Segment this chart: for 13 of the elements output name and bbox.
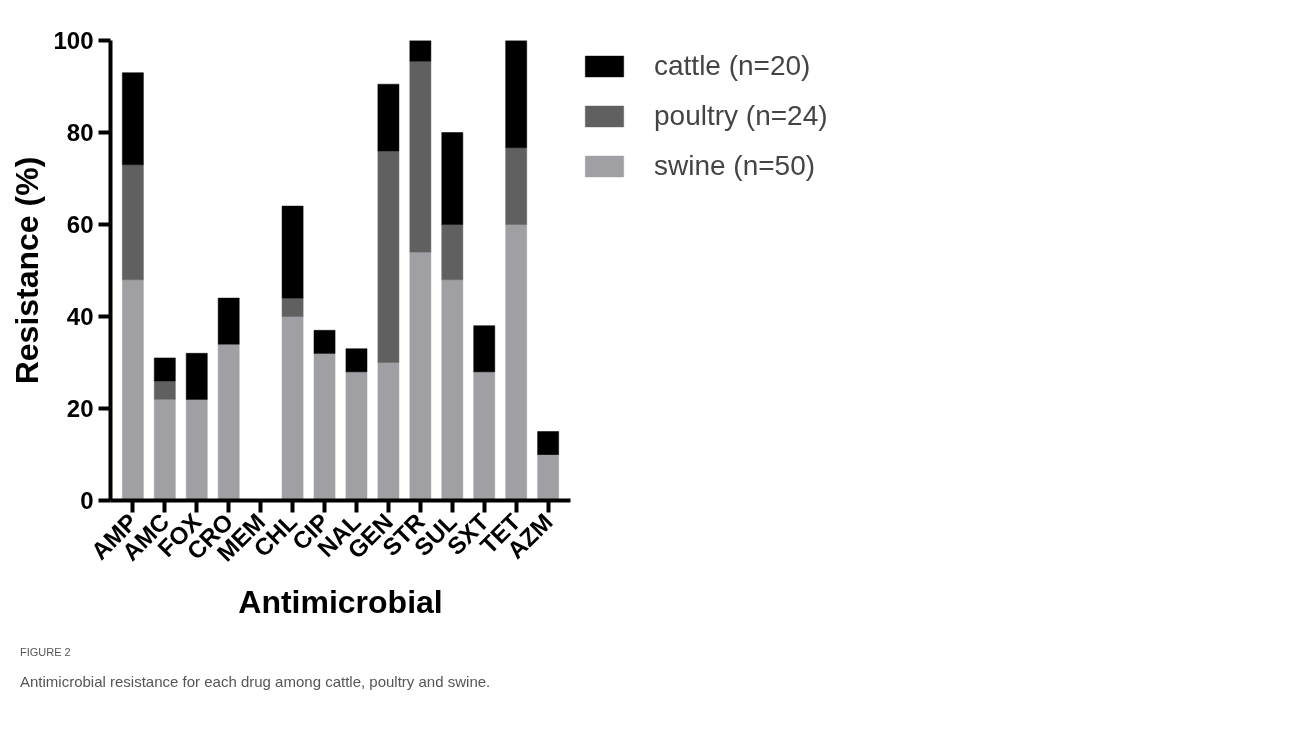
y-tick-label: 60 <box>66 211 94 238</box>
x-axis-title: Antimicrobial <box>238 584 443 621</box>
y-tick-label: 40 <box>66 303 94 330</box>
y-tick-label: 80 <box>66 119 94 146</box>
y-tick-label: 100 <box>53 27 94 54</box>
legend-label: swine (n=50) <box>654 150 816 182</box>
y-axis-title: Resistance (%) <box>9 156 46 385</box>
legend-label: cattle (n=20) <box>654 50 811 82</box>
y-tick-label: 20 <box>66 395 94 422</box>
legend-label: poultry (n=24) <box>654 100 828 132</box>
y-tick-label: 0 <box>80 487 94 514</box>
text: Antimicrobial resistance for each drug among cattle, poultry and swine. <box>20 671 491 692</box>
caption: FIGURE 2 <box>20 645 71 660</box>
